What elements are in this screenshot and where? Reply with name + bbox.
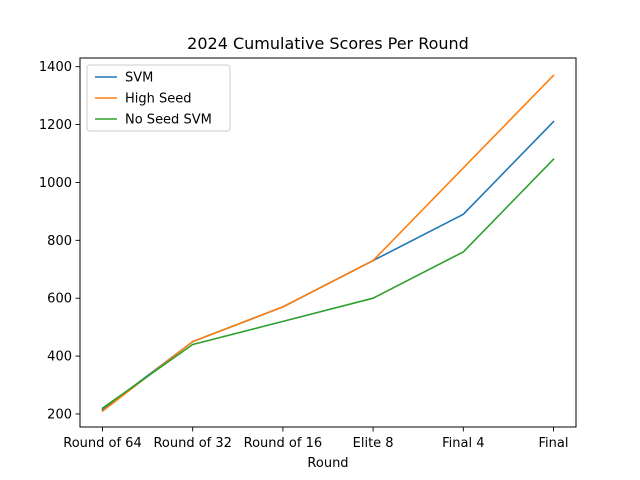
x-tick-label: Round of 32 bbox=[153, 436, 231, 451]
legend-label-3: No Seed SVM bbox=[125, 113, 212, 128]
y-tick-label: 1400 bbox=[39, 60, 72, 75]
y-tick-label: 800 bbox=[47, 234, 72, 249]
series-layer bbox=[101, 74, 555, 413]
x-tick-label: Round of 16 bbox=[244, 436, 322, 451]
series-line-2 bbox=[101, 74, 555, 413]
legend-label-2: High Seed bbox=[125, 92, 192, 107]
legend-box bbox=[86, 64, 231, 132]
x-tick-label: Round of 64 bbox=[63, 436, 141, 451]
x-axis-title: Round bbox=[307, 456, 348, 471]
legend: SVM High Seed No Seed SVM bbox=[86, 64, 231, 132]
series-line-3 bbox=[101, 158, 555, 410]
x-tick-label: Final 4 bbox=[442, 436, 484, 451]
x-tick-label: Elite 8 bbox=[353, 436, 394, 451]
chart-title: 2024 Cumulative Scores Per Round bbox=[187, 34, 469, 53]
x-axis: Round of 64 Round of 32 Round of 16 Elite 8… bbox=[63, 427, 568, 451]
legend-label-1: SVM bbox=[125, 71, 153, 86]
x-tick-label: Final bbox=[539, 436, 569, 451]
y-tick-label: 1200 bbox=[39, 118, 72, 133]
y-tick-label: 200 bbox=[47, 407, 72, 422]
y-tick-label: 600 bbox=[47, 292, 72, 307]
y-tick-label: 1000 bbox=[39, 176, 72, 191]
plot-frame bbox=[79, 57, 577, 428]
y-tick-label: 400 bbox=[47, 350, 72, 365]
y-axis: 200 400 600 800 1000 1200 1400 bbox=[39, 60, 80, 422]
